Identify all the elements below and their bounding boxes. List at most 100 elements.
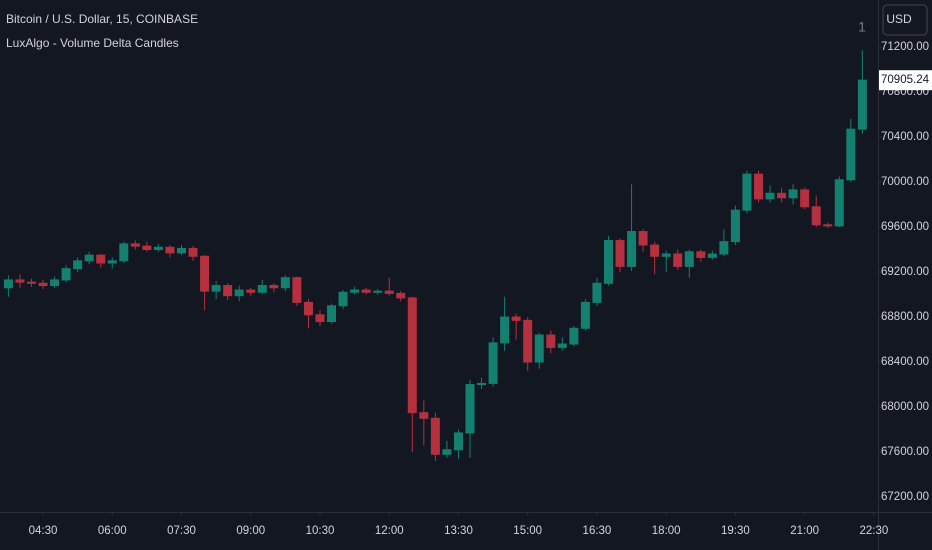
candle-body — [673, 253, 683, 267]
candle-body — [742, 173, 752, 211]
x-tick-label: 04:30 — [29, 525, 58, 537]
last-price-label: 70905.24 — [881, 74, 930, 86]
candle-body — [592, 282, 602, 303]
candle-body — [788, 189, 798, 199]
candle-body — [38, 282, 48, 287]
candle-body — [488, 342, 498, 384]
indicator-name: LuxAlgo - Volume Delta Candles — [6, 36, 179, 50]
candle-body — [627, 231, 637, 267]
candle-body — [477, 382, 487, 386]
candle-body — [50, 279, 60, 287]
candle-body — [246, 289, 256, 293]
candle-body — [442, 449, 452, 455]
candle-body — [142, 245, 152, 251]
candle-body — [730, 209, 740, 243]
y-tick-label: 69200.00 — [881, 266, 929, 278]
candle-body — [15, 279, 25, 283]
x-tick-label: 06:00 — [98, 525, 127, 537]
candle-body — [661, 253, 671, 257]
y-tick-label: 67200.00 — [881, 491, 929, 503]
candle-body — [615, 240, 625, 267]
candle-body — [96, 254, 106, 264]
x-tick-label: 19:30 — [721, 525, 750, 537]
candle-body — [546, 334, 556, 348]
candle-body — [800, 189, 810, 208]
candle-body — [361, 289, 371, 293]
candle-body — [603, 240, 613, 284]
candle-body — [73, 260, 83, 270]
candle-body — [754, 173, 763, 200]
candle-body — [396, 292, 406, 299]
candle-body — [350, 289, 360, 293]
y-tick-label: 71200.00 — [881, 41, 929, 53]
candle-body — [338, 291, 348, 307]
candle-body — [857, 79, 867, 130]
candle-body — [834, 179, 844, 227]
candle-body — [846, 128, 856, 181]
candle-body — [26, 281, 36, 284]
last-price-box — [879, 70, 932, 91]
candle-body — [580, 301, 590, 329]
candle-body — [765, 192, 775, 200]
candle-body — [557, 343, 567, 348]
candle-body — [777, 192, 787, 199]
candle-body — [465, 384, 475, 434]
candle-body — [200, 255, 210, 292]
candle-body — [107, 260, 117, 264]
candle-body — [280, 277, 290, 289]
candle-body — [373, 290, 383, 293]
candle-body — [684, 251, 694, 267]
x-tick-label: 09:00 — [236, 525, 265, 537]
x-tick-label: 10:30 — [306, 525, 335, 537]
candle-body — [84, 254, 94, 262]
candle-body — [823, 224, 833, 227]
candle-body — [303, 301, 313, 316]
candle-body — [165, 246, 175, 254]
y-tick-label: 70000.00 — [881, 176, 929, 188]
candle-body — [130, 243, 140, 247]
candle-body — [188, 247, 198, 257]
x-tick-label: 21:00 — [790, 525, 819, 537]
candle-body — [719, 241, 729, 255]
candle-body — [430, 417, 440, 455]
x-tick-label: 22:30 — [860, 525, 889, 537]
y-tick-label: 67600.00 — [881, 446, 929, 458]
candle-body — [419, 412, 429, 419]
x-tick-label: 15:00 — [513, 525, 542, 537]
x-tick-label: 16:30 — [583, 525, 612, 537]
x-tick-label: 13:30 — [444, 525, 473, 537]
x-tick-label: 18:00 — [652, 525, 681, 537]
candle-body — [650, 244, 660, 257]
y-tick-label: 70400.00 — [881, 131, 929, 143]
y-tick-label: 68800.00 — [881, 311, 929, 323]
y-tick-label: 68400.00 — [881, 356, 929, 368]
candle-body — [407, 297, 417, 414]
candle-body — [315, 314, 325, 323]
candle-body — [696, 251, 706, 258]
candle-body — [327, 305, 337, 323]
candle-body — [811, 206, 821, 226]
candle-body — [153, 246, 163, 251]
candle-body — [119, 243, 129, 262]
candle-body — [223, 285, 233, 297]
badge: 1 — [858, 19, 866, 35]
currency-button[interactable] — [882, 4, 928, 36]
candle-body — [3, 279, 13, 289]
candle-body — [211, 285, 221, 292]
candle-body — [269, 285, 279, 289]
candle-body — [177, 247, 186, 254]
x-tick-label: 12:00 — [375, 525, 404, 537]
candle-body — [569, 327, 579, 345]
candle-body — [234, 289, 244, 297]
candle-body — [384, 290, 394, 294]
candle-body — [500, 316, 510, 344]
candle-body — [534, 334, 544, 363]
currency-label[interactable]: USD — [886, 12, 912, 26]
candle-body — [292, 277, 302, 303]
candle-body — [638, 231, 648, 246]
chart-title: Bitcoin / U.S. Dollar, 15, COINBASE — [6, 12, 198, 26]
candle-body — [523, 319, 533, 363]
